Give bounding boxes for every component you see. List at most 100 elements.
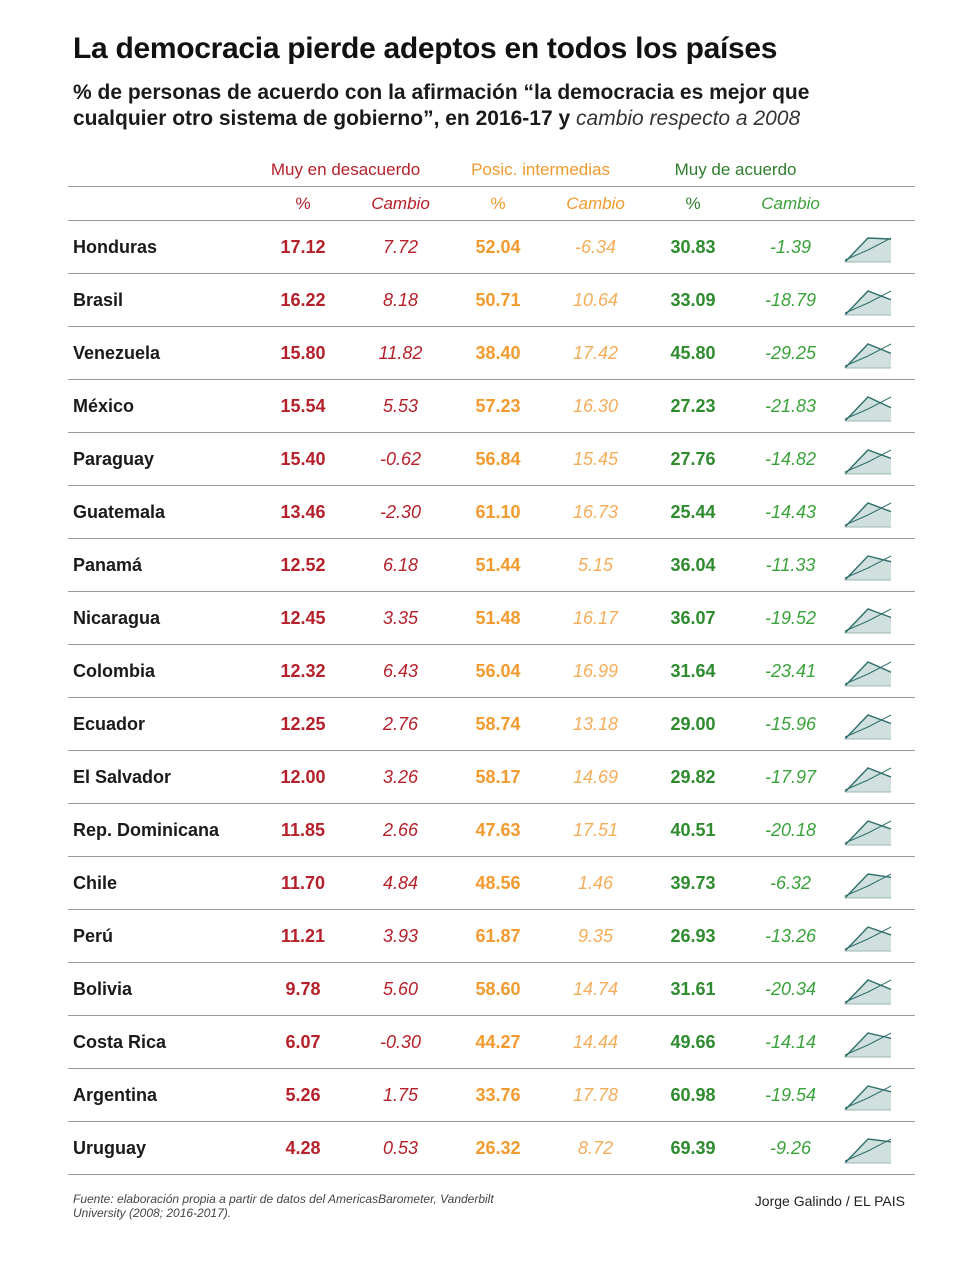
orange-pct-value: 61.87: [443, 909, 554, 963]
green-pct-value: 29.82: [638, 750, 749, 804]
sparkline-line: [844, 608, 892, 634]
orange-pct-value: 33.76: [443, 1068, 554, 1122]
red-pct-value: 6.07: [248, 1015, 358, 1069]
green-pct-value: 31.61: [638, 962, 749, 1016]
sparkline-line: [844, 343, 892, 369]
red-change-value: 3.35: [358, 591, 444, 645]
red-change-value: 6.18: [358, 538, 444, 592]
orange-pct-value: 58.17: [443, 750, 554, 804]
country-name: Brasil: [68, 273, 248, 327]
sparkline-chart: [844, 502, 892, 528]
green-change-value: -21.83: [748, 379, 834, 433]
orange-pct-value: 52.04: [443, 220, 554, 274]
green-pct-value: 30.83: [638, 220, 749, 274]
green-change-value: -14.14: [748, 1015, 834, 1069]
chart-subtitle: % de personas de acuerdo con la afirmaci…: [73, 80, 893, 132]
table-row: Argentina 5.26 1.75 33.76 17.78 60.98 -19.54: [68, 1068, 916, 1122]
country-name: Panamá: [68, 538, 248, 592]
orange-change-value: 10.64: [553, 273, 639, 327]
green-change-value: -23.41: [748, 644, 834, 698]
green-change-value: -29.25: [748, 326, 834, 380]
sparkline-secondary-line: [844, 661, 892, 685]
sparkline-cell: [833, 485, 916, 539]
sparkline-cell: [833, 273, 916, 327]
orange-pct-value: 38.40: [443, 326, 554, 380]
sparkline-cell: [833, 432, 916, 486]
sparkline-line: [844, 396, 892, 422]
orange-pct-value: 50.71: [443, 273, 554, 327]
red-pct-value: 11.21: [248, 909, 358, 963]
sparkline-secondary-line: [844, 926, 892, 950]
red-pct-value: 12.32: [248, 644, 358, 698]
sparkline-line: [844, 449, 892, 475]
orange-change-value: 16.17: [553, 591, 639, 645]
green-change-value: -20.34: [748, 962, 834, 1016]
header-posic-intermedias: Posic. intermedias: [471, 160, 610, 179]
sparkline-chart: [844, 820, 892, 846]
red-change-value: -2.30: [358, 485, 444, 539]
red-pct-value: 11.70: [248, 856, 358, 910]
country-name: Ecuador: [68, 697, 248, 751]
orange-change-value: 16.99: [553, 644, 639, 698]
orange-change-value: 17.51: [553, 803, 639, 857]
sparkline-chart: [844, 555, 892, 581]
country-name: Paraguay: [68, 432, 248, 486]
red-change-value: 8.18: [358, 273, 444, 327]
subheader-orange-change: Cambio: [553, 186, 639, 221]
table-row: México 15.54 5.53 57.23 16.30 27.23 -21.83: [68, 379, 916, 433]
sparkline-chart: [844, 714, 892, 740]
red-change-value: 6.43: [358, 644, 444, 698]
sparkline-secondary-line: [844, 873, 892, 897]
sparkline-chart: [844, 343, 892, 369]
sparkline-cell: [833, 962, 916, 1016]
orange-pct-value: 51.44: [443, 538, 554, 592]
source-footnote: Fuente: elaboración propia a partir de d…: [73, 1192, 494, 1220]
sparkline-cell: [833, 909, 916, 963]
country-name: Chile: [68, 856, 248, 910]
country-name: Nicaragua: [68, 591, 248, 645]
green-change-value: -20.18: [748, 803, 834, 857]
green-pct-value: 27.23: [638, 379, 749, 433]
table-row: Guatemala 13.46 -2.30 61.10 16.73 25.44 -14.43: [68, 485, 916, 539]
sparkline-secondary-line: [844, 820, 892, 844]
red-pct-value: 12.25: [248, 697, 358, 751]
subheader-blank: [68, 186, 248, 221]
green-pct-value: 69.39: [638, 1121, 749, 1175]
table-row: Panamá 12.52 6.18 51.44 5.15 36.04 -11.33: [68, 538, 916, 592]
orange-pct-value: 44.27: [443, 1015, 554, 1069]
green-change-value: -1.39: [748, 220, 834, 274]
green-change-value: -18.79: [748, 273, 834, 327]
orange-change-value: 8.72: [553, 1121, 639, 1175]
sparkline-chart: [844, 1138, 892, 1164]
green-change-value: -13.26: [748, 909, 834, 963]
sparkline-secondary-line: [844, 449, 892, 473]
green-pct-value: 49.66: [638, 1015, 749, 1069]
header-spark-blank: [833, 154, 915, 187]
subtitle-italic: cambio respecto a 2008: [576, 107, 801, 130]
sparkline-secondary-line: [844, 290, 892, 314]
header-muy-de-acuerdo: Muy de acuerdo: [674, 160, 797, 179]
orange-change-value: 16.30: [553, 379, 639, 433]
red-change-value: 7.72: [358, 220, 444, 274]
sparkline-line: [844, 1138, 892, 1164]
red-change-value: 2.76: [358, 697, 444, 751]
sparkline-cell: [833, 750, 916, 804]
sparkline-line: [844, 237, 892, 263]
country-name: Perú: [68, 909, 248, 963]
country-name: Venezuela: [68, 326, 248, 380]
sparkline-chart: [844, 396, 892, 422]
table-row: Ecuador 12.25 2.76 58.74 13.18 29.00 -15.96: [68, 697, 916, 751]
red-pct-value: 15.54: [248, 379, 358, 433]
green-change-value: -17.97: [748, 750, 834, 804]
subheader-red-change: Cambio: [358, 186, 444, 221]
sparkline-cell: [833, 697, 916, 751]
green-pct-value: 33.09: [638, 273, 749, 327]
country-name: Argentina: [68, 1068, 248, 1122]
green-pct-value: 27.76: [638, 432, 749, 486]
sparkline-secondary-line: [844, 237, 892, 261]
sparkline-secondary-line: [844, 714, 892, 738]
subheader-green-change: Cambio: [748, 186, 834, 221]
sparkline-chart: [844, 449, 892, 475]
red-pct-value: 16.22: [248, 273, 358, 327]
sparkline-chart: [844, 767, 892, 793]
